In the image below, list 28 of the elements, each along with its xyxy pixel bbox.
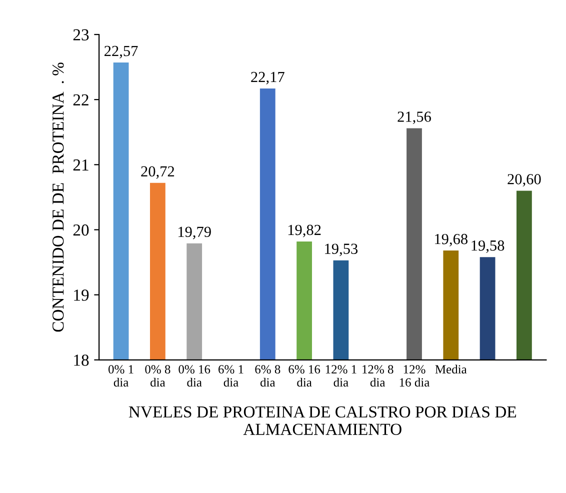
y-tick-label: 21 (73, 159, 88, 170)
data-label: 19,82 (288, 224, 321, 238)
x-tick-label: 12% 16 dia (400, 365, 430, 387)
x-tick-label: Media (435, 364, 467, 374)
y-tick-label: 18 (74, 354, 89, 366)
data-label: 19,53 (325, 244, 358, 256)
data-label: 19,79 (178, 226, 211, 240)
data-label: 21,56 (398, 112, 431, 124)
x-tick-label: 0% 8 dia (145, 365, 170, 387)
data-label: 20,60 (508, 174, 541, 187)
x-tick-label: 6% 1 dia (218, 365, 244, 387)
data-label: 20,72 (141, 166, 174, 179)
data-label: 22,57 (104, 46, 138, 58)
x-tick-label: 0% 16 dia (178, 365, 210, 387)
x-tick-label: 6% 16 dia (288, 365, 320, 387)
x-axis-title: NVELES DE PROTEINA DE CALSTRO POR DIAS DE ALMACENAMIENTO (128, 406, 516, 435)
x-tick-label: 6% 8 dia (255, 365, 280, 387)
y-tick-label: 23 (73, 29, 89, 40)
data-label: 22,17 (251, 72, 284, 84)
x-tick-label: 12% 1 dia (326, 365, 356, 387)
data-label: 19,68 (435, 234, 468, 246)
y-tick-label: 20 (73, 224, 89, 236)
x-tick-label: 12% 8 dia (362, 365, 394, 387)
y-tick-label: 22 (73, 94, 88, 106)
data-label: 19,58 (472, 240, 504, 253)
y-axis-title: CONTENIDO DE DE PROTEINA . % (52, 62, 64, 332)
y-tick-label: 19 (74, 290, 89, 301)
x-tick-label: 0% 1 dia (108, 365, 134, 387)
